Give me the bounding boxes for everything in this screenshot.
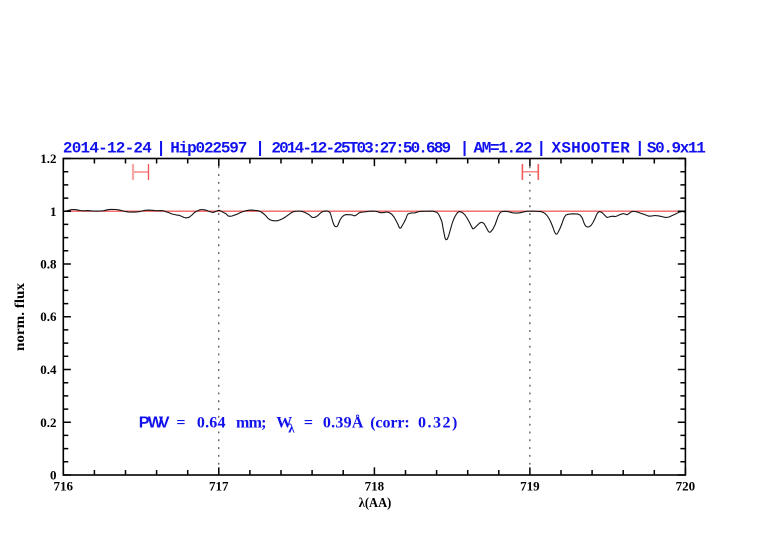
svg-text:716: 716 — [54, 479, 74, 494]
svg-text:720: 720 — [676, 479, 696, 494]
svg-text:0.4: 0.4 — [40, 362, 57, 377]
svg-text:0.2: 0.2 — [40, 415, 56, 430]
svg-text:0: 0 — [50, 468, 57, 483]
svg-text:norm. flux: norm. flux — [12, 283, 27, 351]
svg-text:0.6: 0.6 — [40, 309, 57, 324]
svg-text:718: 718 — [365, 479, 385, 494]
svg-text:λ(AA): λ(AA) — [359, 495, 392, 510]
svg-text:1.2: 1.2 — [40, 151, 56, 166]
svg-text:0.8: 0.8 — [40, 257, 57, 272]
svg-text:719: 719 — [520, 479, 540, 494]
svg-text:1: 1 — [50, 204, 57, 219]
svg-text:2014-12-24|Hip022597|2014-12-2: 2014-12-24 | Hip022597 | 2014-12-25T03:27:50… — [63, 140, 706, 158]
svg-text:717: 717 — [209, 479, 229, 494]
